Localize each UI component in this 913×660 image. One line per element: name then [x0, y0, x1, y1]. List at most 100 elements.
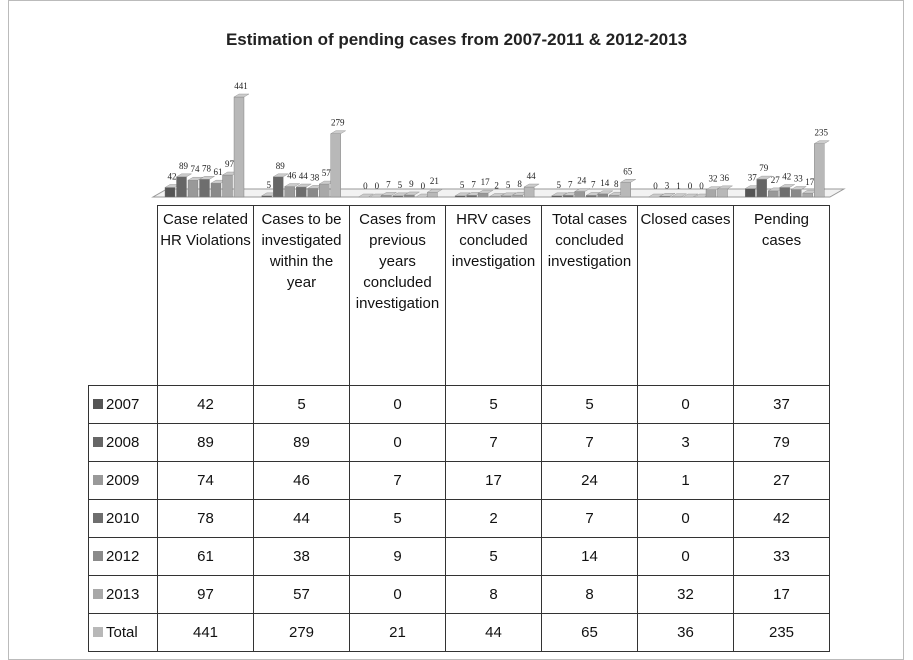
bar: [308, 188, 318, 197]
table-value: 44: [254, 500, 350, 538]
bar: [165, 187, 175, 197]
table-value: 7: [542, 500, 638, 538]
legend-label: 2009: [106, 472, 139, 489]
legend-label: Total: [106, 624, 138, 641]
data-label: 61: [214, 167, 223, 177]
bar: [757, 179, 767, 197]
data-label: 97: [225, 159, 235, 169]
bar: [319, 184, 329, 197]
bar: [524, 187, 534, 197]
category-label: Closed cases: [638, 206, 734, 386]
table-value: 36: [638, 614, 734, 652]
legend-entry: 2012: [89, 538, 158, 576]
legend-entry: Total: [89, 614, 158, 652]
bar-top: [780, 184, 795, 187]
bar-top: [273, 174, 288, 177]
table-value: 7: [542, 424, 638, 462]
table-value: 57: [254, 576, 350, 614]
data-label: 17: [481, 177, 491, 187]
data-label: 65: [623, 166, 633, 176]
blank-cell: [89, 206, 158, 386]
legend-marker: [93, 589, 103, 599]
data-label: 89: [276, 161, 286, 171]
data-label: 27: [771, 175, 781, 185]
category-label: Case related HR Violations: [158, 206, 254, 386]
table-value: 7: [350, 462, 446, 500]
bar: [745, 189, 755, 197]
bar: [706, 190, 716, 197]
bar-top: [524, 184, 539, 187]
data-label: 0: [653, 181, 658, 191]
table-value: 0: [638, 500, 734, 538]
bar-top: [331, 131, 346, 134]
data-label: 0: [375, 181, 380, 191]
data-label: 3: [665, 180, 670, 190]
legend-label: 2010: [106, 510, 139, 527]
bar: [814, 144, 824, 197]
table-value: 24: [542, 462, 638, 500]
data-label: 33: [794, 174, 804, 184]
data-label: 0: [421, 181, 426, 191]
table-value: 33: [734, 538, 830, 576]
data-label: 8: [517, 179, 522, 189]
table-value: 38: [254, 538, 350, 576]
table-value: 441: [158, 614, 254, 652]
data-label: 44: [299, 171, 309, 181]
table-value: 279: [254, 614, 350, 652]
data-label: 7: [568, 179, 573, 189]
data-label: 9: [409, 179, 414, 189]
data-label: 78: [202, 163, 212, 173]
bar-top: [718, 186, 733, 189]
data-label: 21: [430, 176, 439, 186]
table-value: 5: [542, 386, 638, 424]
table-value: 78: [158, 500, 254, 538]
table-value: 37: [734, 386, 830, 424]
table-value: 89: [158, 424, 254, 462]
data-label: 37: [748, 173, 758, 183]
bar: [285, 187, 295, 197]
table-value: 44: [446, 614, 542, 652]
table-value: 8: [542, 576, 638, 614]
table-value: 42: [734, 500, 830, 538]
legend-entry: 2008: [89, 424, 158, 462]
data-label: 1: [676, 181, 681, 191]
data-label: 44: [527, 171, 537, 181]
bar: [223, 175, 233, 197]
bar: [609, 195, 619, 197]
bar: [296, 187, 306, 197]
category-label: Cases to be investigated within the year: [254, 206, 350, 386]
data-label: 57: [322, 168, 332, 178]
table-value: 0: [350, 576, 446, 614]
data-label: 79: [759, 163, 769, 173]
data-label: 7: [471, 179, 476, 189]
table-value: 21: [350, 614, 446, 652]
data-label: 42: [782, 171, 791, 181]
legend-entry: 2009: [89, 462, 158, 500]
data-label: 46: [287, 171, 297, 181]
bar: [427, 192, 437, 197]
category-label: Total cases concluded investigation: [542, 206, 638, 386]
legend-marker: [93, 475, 103, 485]
table-value: 14: [542, 538, 638, 576]
bar-top: [177, 174, 192, 177]
category-label: Cases from previous years concluded inve…: [350, 206, 446, 386]
table-value: 97: [158, 576, 254, 614]
bar: [598, 194, 608, 197]
table-value: 89: [254, 424, 350, 462]
bar: [211, 183, 221, 197]
table-value: 3: [638, 424, 734, 462]
bar: [381, 195, 391, 197]
data-label: 0: [699, 181, 704, 191]
legend-entry: 2007: [89, 386, 158, 424]
bar: [234, 97, 244, 197]
table-value: 0: [350, 386, 446, 424]
bar: [563, 195, 573, 197]
